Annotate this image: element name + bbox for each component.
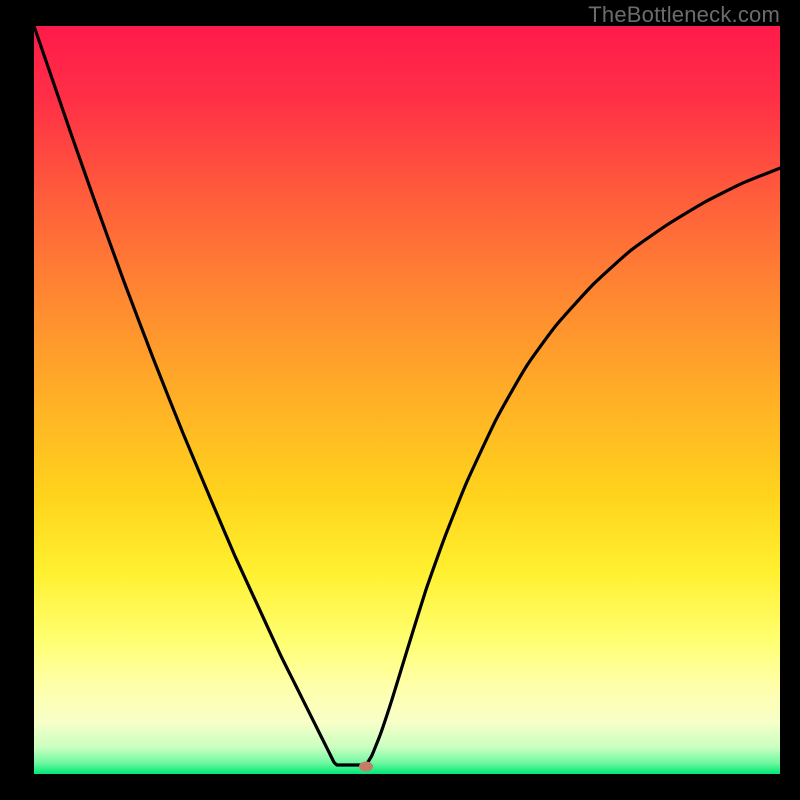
chart-frame: { "watermark": { "text": "TheBottleneck.… <box>0 0 800 800</box>
plot-background <box>34 26 780 774</box>
watermark-text: TheBottleneck.com <box>588 2 780 28</box>
bottleneck-chart <box>0 0 800 800</box>
minimum-marker <box>359 762 373 772</box>
